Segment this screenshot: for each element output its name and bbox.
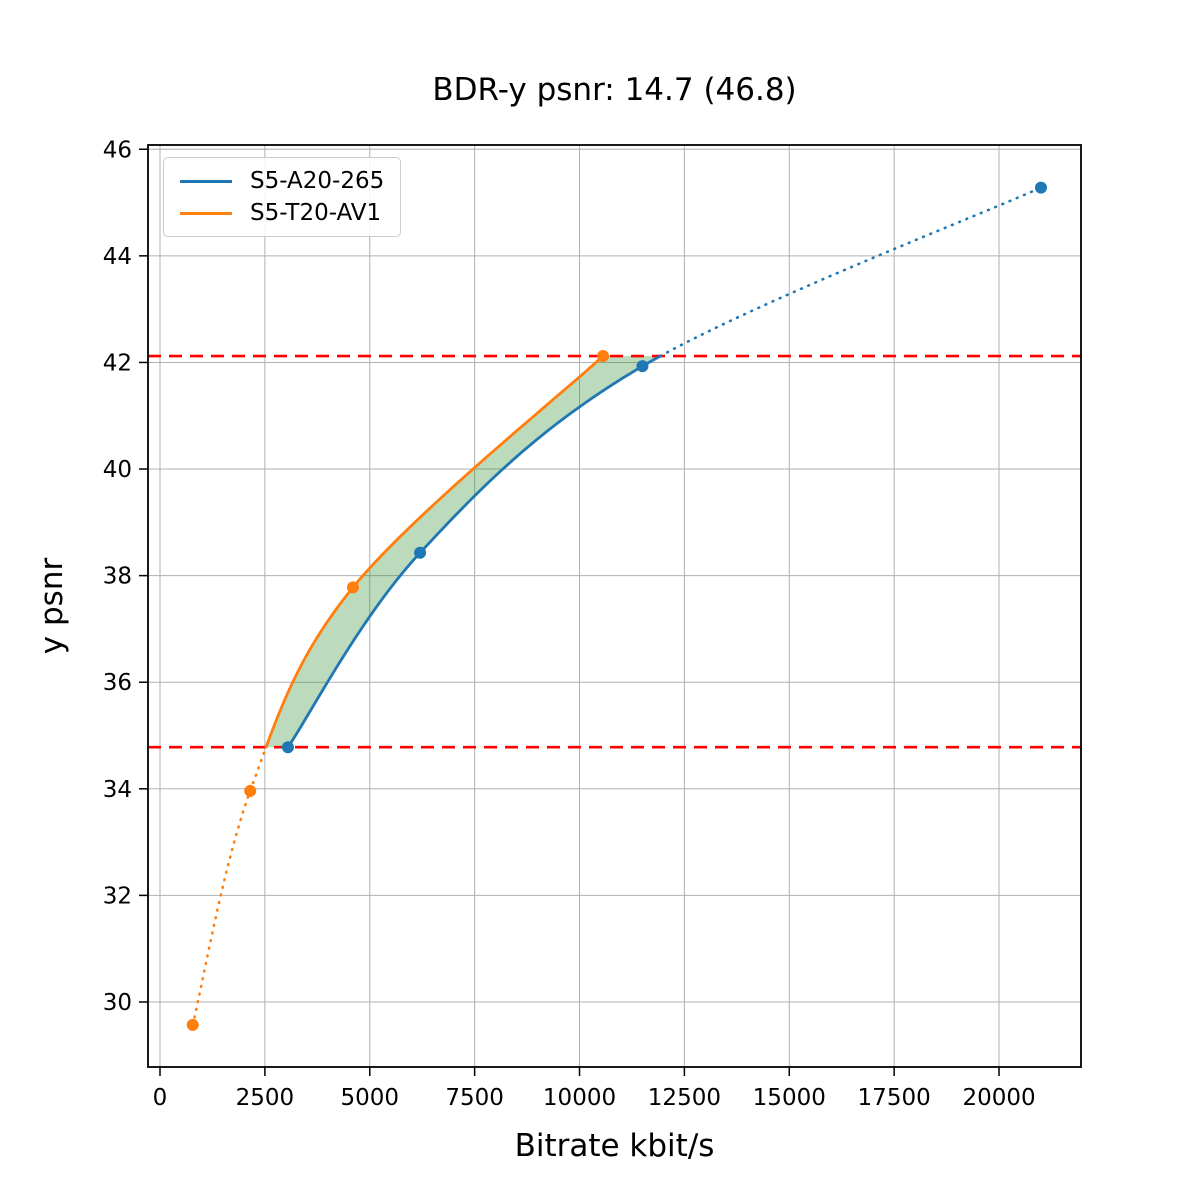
data-point-s5-t20-av1 bbox=[346, 581, 359, 594]
data-point-s5-a20-265 bbox=[414, 546, 427, 559]
data-point-s5-t20-av1 bbox=[186, 1018, 199, 1031]
bd-fill-polygon bbox=[266, 356, 661, 748]
tick-marks-and-labels: 0 2500 5000 7500 10000 12500 15000 17500 20000 30… bbox=[103, 137, 1036, 1111]
series-curves bbox=[186, 181, 1047, 1031]
data-point-s5-t20-av1 bbox=[244, 784, 257, 797]
x-tick-label: 2500 bbox=[236, 1085, 295, 1111]
y-tick-label: 40 bbox=[103, 457, 132, 483]
legend: S5-A20-265 S5-T20-AV1 bbox=[163, 157, 401, 237]
y-tick-label: 30 bbox=[103, 990, 132, 1016]
legend-label: S5-T20-AV1 bbox=[250, 200, 382, 226]
gridlines bbox=[148, 145, 1081, 1067]
bd-fill-region bbox=[266, 356, 661, 748]
data-point-s5-a20-265 bbox=[1034, 181, 1047, 194]
y-tick-label: 36 bbox=[103, 670, 132, 696]
x-tick-label: 7500 bbox=[445, 1085, 504, 1111]
y-axis-label: y psnr bbox=[34, 557, 70, 655]
x-tick-label: 10000 bbox=[543, 1085, 616, 1111]
y-tick-label: 44 bbox=[103, 244, 132, 270]
axes-spines bbox=[147, 144, 1082, 1068]
legend-item-s5-a20-265: S5-A20-265 bbox=[174, 168, 390, 194]
x-tick-label: 5000 bbox=[340, 1085, 399, 1111]
chart-title: BDR-y psnr: 14.7 (46.8) bbox=[432, 72, 797, 108]
y-tick-label: 46 bbox=[103, 137, 132, 163]
curve-s5-a20-265-dotted bbox=[659, 186, 1043, 358]
data-point-s5-a20-265 bbox=[636, 360, 649, 373]
x-tick-label: 0 bbox=[153, 1085, 168, 1111]
y-tick-label: 32 bbox=[103, 883, 132, 909]
x-tick-label: 17500 bbox=[858, 1085, 931, 1111]
legend-line-swatch-blue bbox=[180, 179, 232, 183]
curve-s5-t20-av1-solid bbox=[264, 354, 605, 749]
data-point-s5-t20-av1 bbox=[597, 350, 610, 363]
x-axis-label: Bitrate kbit/s bbox=[514, 1128, 715, 1164]
y-tick-label: 38 bbox=[103, 564, 132, 590]
legend-label: S5-A20-265 bbox=[250, 168, 385, 194]
legend-line-swatch-orange bbox=[180, 211, 232, 215]
curve-s5-a20-265-solid bbox=[286, 354, 662, 749]
x-tick-label: 15000 bbox=[753, 1085, 826, 1111]
x-tick-label: 20000 bbox=[962, 1085, 1035, 1111]
y-tick-label: 42 bbox=[103, 350, 132, 376]
data-point-s5-a20-265 bbox=[281, 741, 294, 754]
legend-item-s5-t20-av1: S5-T20-AV1 bbox=[174, 200, 390, 226]
overlap-bound-lines bbox=[148, 354, 1081, 749]
y-tick-label: 34 bbox=[103, 777, 132, 803]
x-tick-label: 12500 bbox=[648, 1085, 721, 1111]
plot-border bbox=[147, 144, 1082, 1068]
